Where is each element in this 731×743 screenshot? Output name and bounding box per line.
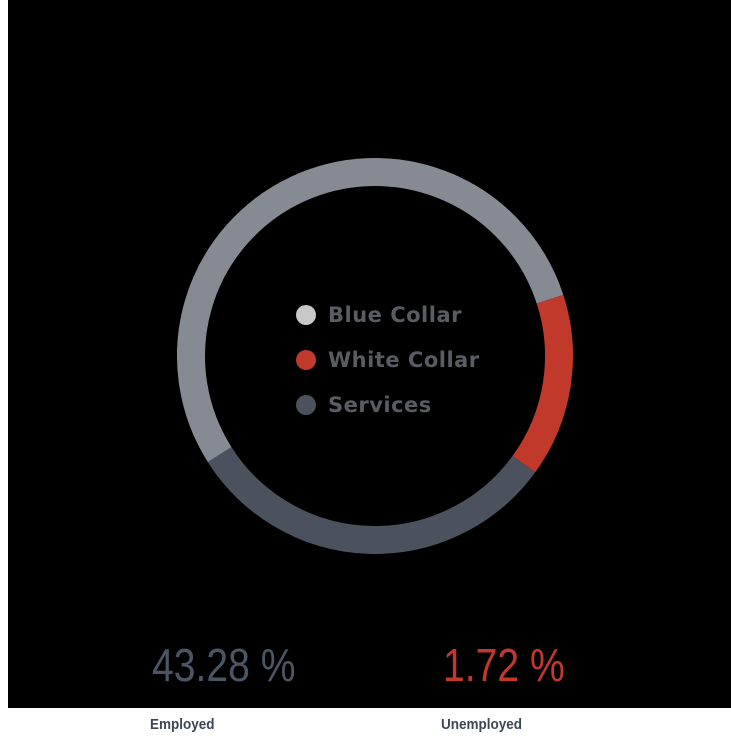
legend-label-blue-collar: Blue Collar xyxy=(328,302,462,327)
donut-segment-white-collar[interactable] xyxy=(512,294,573,473)
donut-segment-services[interactable] xyxy=(207,447,536,554)
unemployed-label: Unemployed xyxy=(441,716,523,733)
legend-item-services[interactable]: Services xyxy=(296,382,480,427)
legend-swatch-blue-collar xyxy=(296,304,316,325)
employed-value: 43.28 % xyxy=(152,639,296,691)
legend-label-white-collar: White Collar xyxy=(328,347,480,372)
employed-label: Employed xyxy=(150,716,215,733)
legend-swatch-services xyxy=(296,394,316,415)
chart-panel: Blue Collar White Collar Services 43.28 … xyxy=(8,0,731,708)
unemployed-value: 1.72 % xyxy=(443,639,565,691)
legend-swatch-white-collar xyxy=(296,349,316,370)
donut-segment-blue-collar[interactable] xyxy=(177,158,564,463)
legend-item-blue-collar[interactable]: Blue Collar xyxy=(296,292,480,337)
chart-legend: Blue Collar White Collar Services xyxy=(296,292,480,427)
legend-item-white-collar[interactable]: White Collar xyxy=(296,337,480,382)
donut-chart xyxy=(177,158,573,554)
legend-label-services: Services xyxy=(328,392,432,417)
